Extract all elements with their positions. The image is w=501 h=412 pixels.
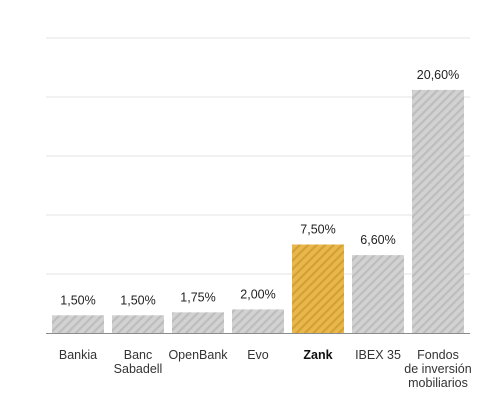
category-label: Bankia <box>59 348 97 362</box>
value-label: 1,50% <box>60 293 95 307</box>
bar <box>52 315 104 333</box>
category-label-line: Fondos <box>417 348 459 362</box>
category-labels: Bankia Banc Sabadell OpenBank Evo Zank IBEX 35… <box>59 348 472 390</box>
value-label: 6,60% <box>360 233 395 247</box>
category-label: IBEX 35 <box>355 348 401 362</box>
category-label: Evo <box>247 348 269 362</box>
category-label-line: OpenBank <box>168 348 228 362</box>
value-labels: 1,50% 1,50% 1,75% 2,00% 7,50% 6,60% 20,60% <box>60 68 459 307</box>
bar <box>172 312 224 333</box>
category-label-line: de inversión <box>404 362 471 376</box>
bar-highlight <box>292 244 344 333</box>
value-label: 1,75% <box>180 290 215 304</box>
category-label-line: mobiliarios <box>408 376 468 390</box>
category-label-line: Bankia <box>59 348 97 362</box>
value-label: 20,60% <box>417 68 459 82</box>
category-label-line: Sabadell <box>114 362 163 376</box>
bar <box>412 89 464 333</box>
category-label-line: Banc <box>124 348 153 362</box>
category-label-line: IBEX 35 <box>355 348 401 362</box>
category-label: Banc Sabadell <box>114 348 163 376</box>
category-label-line: Zank <box>303 348 332 362</box>
bar <box>112 315 164 333</box>
value-label: 1,50% <box>120 293 155 307</box>
value-label: 2,00% <box>240 287 275 301</box>
value-label: 7,50% <box>300 223 335 237</box>
gridlines <box>46 37 470 275</box>
bar <box>232 309 284 333</box>
category-label: OpenBank <box>168 348 228 362</box>
category-label: Fondos de inversión mobiliarios <box>404 348 471 390</box>
category-label: Zank <box>303 348 332 362</box>
bars <box>52 89 464 333</box>
category-label-line: Evo <box>247 348 269 362</box>
bar <box>352 255 404 333</box>
